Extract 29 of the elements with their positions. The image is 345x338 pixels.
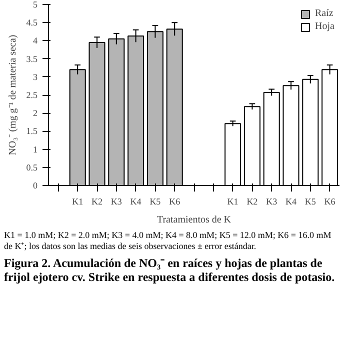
y-tick-label: 3 bbox=[33, 72, 38, 82]
y-tick-label: 1.5 bbox=[26, 126, 38, 136]
text: Figura 2. Acumulación de NO₃⁻ en raíces y hojas de plantas de frijol ejotero cv. Strike en respuesta a diferentes dosis de potasio. bbox=[4, 256, 336, 284]
x-tick-label: K1 bbox=[227, 196, 238, 206]
x-tick-label: K3 bbox=[266, 196, 278, 206]
y-tick-label: 4 bbox=[33, 36, 38, 46]
y-tick-label: 2 bbox=[33, 108, 38, 118]
y-tick-label: 3.5 bbox=[26, 54, 38, 64]
x-tick-label: K2 bbox=[92, 196, 102, 206]
x-tick-label: K2 bbox=[246, 196, 258, 206]
y-tick-label: 2.5 bbox=[26, 90, 38, 100]
x-tick-label: K5 bbox=[150, 196, 162, 206]
y-tick-label: 1 bbox=[33, 144, 38, 154]
x-tick-label: K4 bbox=[286, 196, 297, 206]
y-tick-label: 5 bbox=[33, 0, 38, 10]
x-tick-label: K4 bbox=[130, 196, 142, 206]
y-tick-label: 0.5 bbox=[26, 162, 38, 172]
x-tick-label: K5 bbox=[304, 196, 316, 206]
y-tick-label: 0 bbox=[33, 180, 38, 190]
x-tick-label: K6 bbox=[324, 196, 336, 206]
x-tick-label: K6 bbox=[169, 196, 181, 206]
legend-label: Hoja bbox=[315, 21, 335, 32]
x-axis-title: Tratamientos de K bbox=[156, 214, 232, 226]
x-tick-label: K1 bbox=[72, 196, 84, 206]
y-tick-label: 4.5 bbox=[26, 18, 38, 28]
x-tick-label: K3 bbox=[110, 196, 122, 206]
legend-label: Raíz bbox=[315, 8, 334, 19]
y-axis-title: NO₃⁻ (mg g⁻¹ de materia seca) bbox=[7, 34, 18, 156]
text: K1 = 1.0 mM; K2 = 2.0 mM; K3 = 4.0 mM; K4 = 8.0 mM; K5 = 12.0 mM; K6 = 16.0 mM de K⁺; los datos son las medias de seis observaciones ± error estándar. bbox=[4, 230, 332, 252]
